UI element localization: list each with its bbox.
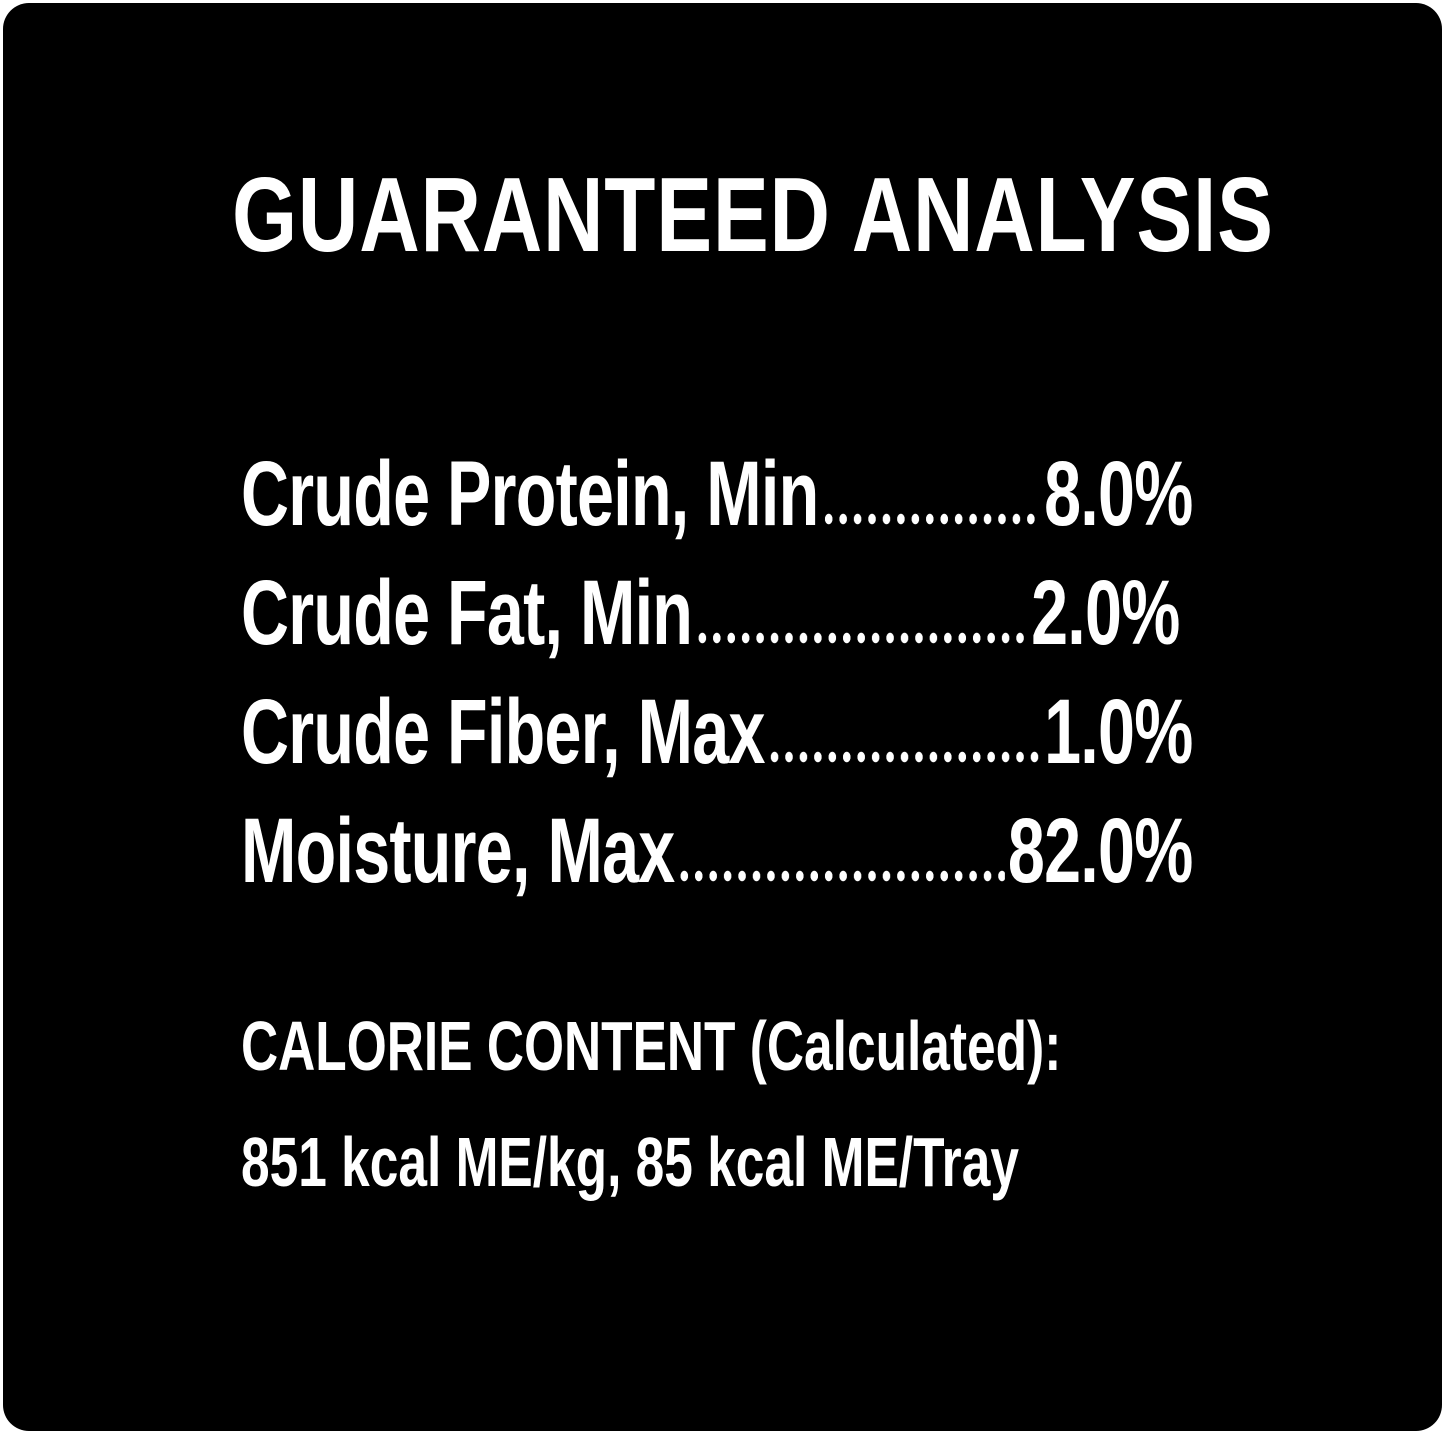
analysis-label: Crude Fiber, Max xyxy=(241,681,765,783)
analysis-label: Crude Protein, Min xyxy=(241,443,819,545)
analysis-value: 8.0% xyxy=(1044,443,1193,545)
analysis-row-moisture: Moisture, Max 82.0% xyxy=(241,792,1193,911)
calorie-value: 851 kcal ME/kg, 85 kcal ME/Tray xyxy=(241,1123,1019,1201)
analysis-label: Moisture, Max xyxy=(241,800,675,902)
analysis-value: 2.0% xyxy=(1031,562,1180,664)
dot-leader xyxy=(767,751,1042,763)
label-panel xyxy=(3,3,1442,1431)
analysis-label: Crude Fat, Min xyxy=(241,562,693,664)
dot-leader xyxy=(695,632,1029,644)
calorie-content: CALORIE CONTENT (Calculated): 851 kcal M… xyxy=(241,988,1061,1220)
analysis-row-protein: Crude Protein, Min 8.0% xyxy=(241,435,1193,554)
calorie-heading: CALORIE CONTENT (Calculated): xyxy=(241,1007,1062,1085)
dot-leader xyxy=(821,513,1042,525)
page-title: GUARANTEED ANALYSIS xyxy=(232,156,1274,274)
dot-leader xyxy=(677,870,1005,882)
analysis-row-fat: Crude Fat, Min 2.0% xyxy=(241,554,1180,673)
analysis-value: 82.0% xyxy=(1007,800,1193,902)
analysis-row-fiber: Crude Fiber, Max 1.0% xyxy=(241,673,1193,792)
analysis-value: 1.0% xyxy=(1044,681,1193,783)
analysis-list: Crude Protein, Min 8.0% Crude Fat, Min 2… xyxy=(241,435,1194,911)
